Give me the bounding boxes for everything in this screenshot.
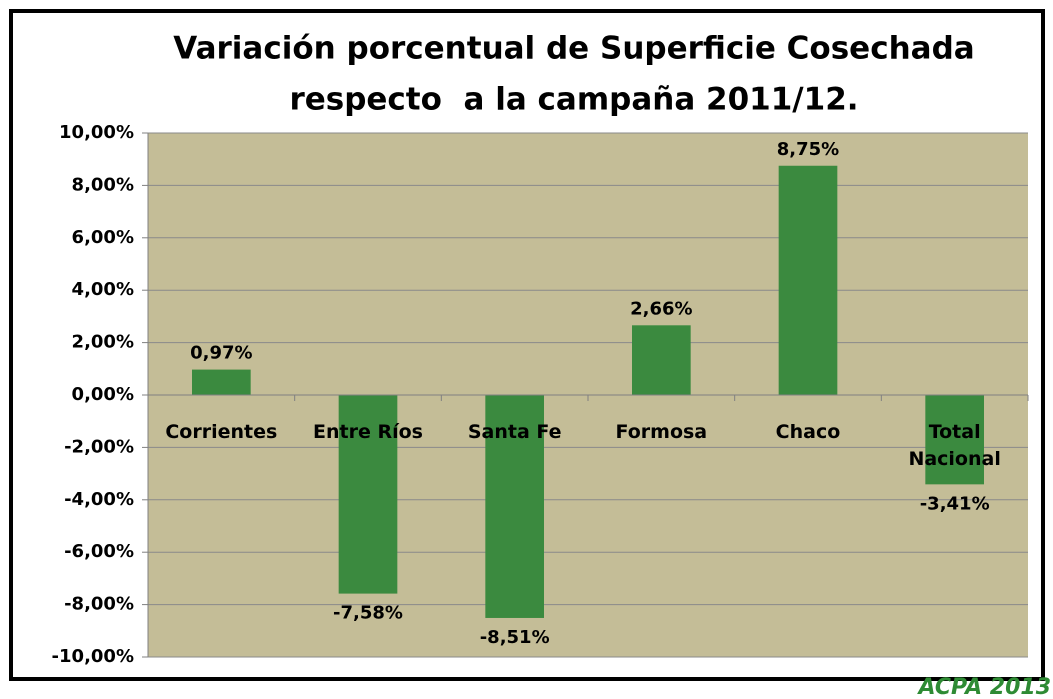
- x-tick-label: Corrientes: [165, 421, 278, 443]
- y-tick-label: 4,00%: [72, 279, 134, 300]
- y-tick-label: 6,00%: [72, 227, 134, 248]
- data-label: 8,75%: [777, 139, 839, 160]
- data-label: 0,97%: [190, 343, 252, 364]
- bar: [338, 395, 398, 594]
- y-tick-label: -6,00%: [64, 541, 134, 562]
- chart-title: Variación porcentual de Superficie Cosec…: [173, 31, 974, 67]
- y-tick-label: 0,00%: [72, 384, 134, 405]
- bar: [778, 165, 838, 395]
- x-tick-label: Formosa: [615, 421, 708, 443]
- bar: [632, 325, 691, 395]
- y-tick-label: -4,00%: [64, 489, 134, 510]
- x-tick-label: Santa Fe: [467, 421, 562, 443]
- x-tick-label: Total Nacional: [908, 421, 1001, 470]
- x-tick-label: Entre Ríos: [313, 421, 423, 443]
- bar: [925, 395, 984, 485]
- source-note: ACPA 2013: [916, 675, 1051, 699]
- data-label: -8,51%: [480, 627, 550, 648]
- data-label: 2,66%: [630, 298, 692, 319]
- y-tick-label: -10,00%: [52, 646, 134, 667]
- y-tick-label: 10,00%: [59, 122, 134, 143]
- bar: [485, 395, 544, 618]
- y-tick-label: 8,00%: [72, 174, 134, 195]
- y-tick-label: -2,00%: [64, 436, 134, 457]
- y-tick-label: -8,00%: [64, 594, 134, 615]
- data-label: -7,58%: [333, 603, 403, 624]
- x-tick-label: Chaco: [775, 421, 841, 443]
- y-tick-label: 2,00%: [72, 332, 134, 353]
- data-label: -3,41%: [920, 493, 990, 514]
- chart-subtitle: respecto a la campaña 2011/12.: [289, 82, 858, 118]
- bar: [192, 369, 251, 395]
